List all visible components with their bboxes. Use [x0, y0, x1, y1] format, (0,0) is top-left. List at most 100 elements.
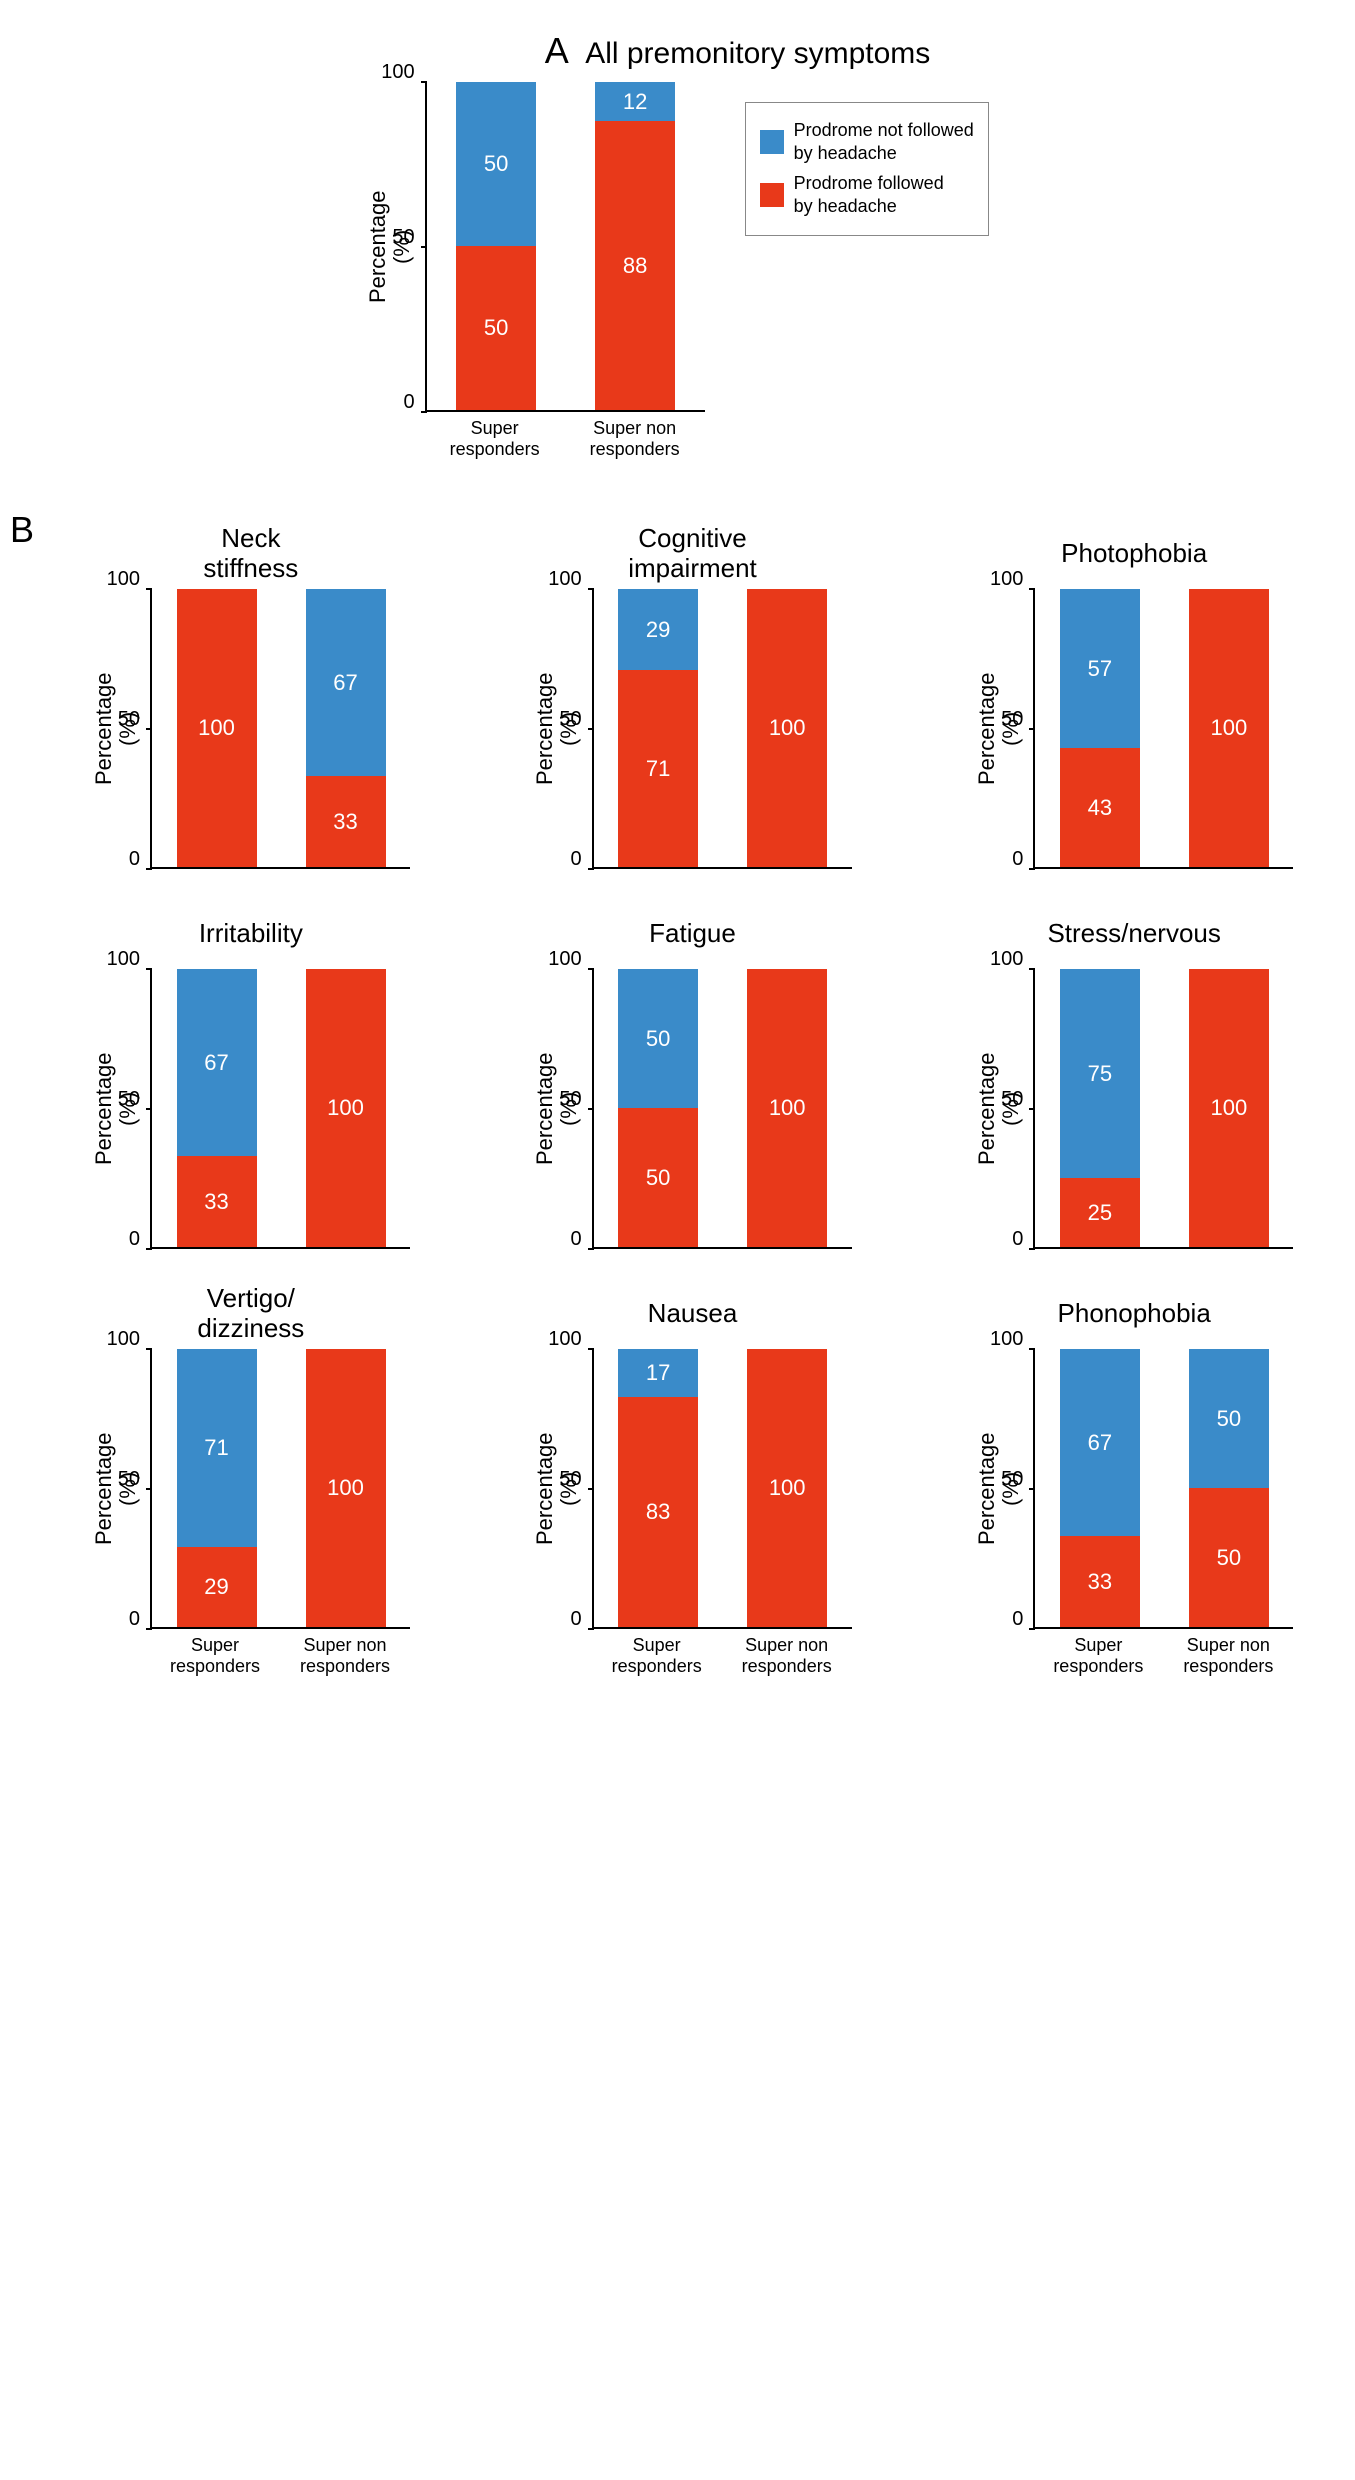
bar: 3367	[306, 589, 386, 867]
segment-red: 33	[306, 776, 386, 868]
bar: 100	[306, 1349, 386, 1627]
segment-red: 43	[1060, 748, 1140, 868]
bar: 3367	[177, 969, 257, 1247]
chart: NeckstiffnessPercentage(%)1005001003367	[50, 519, 452, 869]
plot: 7129 100	[592, 589, 852, 869]
segment-blue: 75	[1060, 969, 1140, 1178]
plot-column: 2971 100 Superresponders Super nonresponder…	[150, 1349, 410, 1676]
chart-title: Irritability	[199, 899, 303, 969]
chart-title: Vertigo/dizziness	[197, 1279, 304, 1349]
bar: 100	[1189, 969, 1269, 1247]
chart-area: Percentage(%)1005005050100	[533, 969, 851, 1249]
chart-area: Percentage(%)1005002971100Superresponder…	[92, 1349, 410, 1676]
chart-area: Percentage(%)1005004357100	[975, 589, 1293, 869]
segment-red: 100	[747, 1349, 827, 1627]
segment-red: 83	[618, 1397, 698, 1628]
chart-area: Percentage(%)1005002575100	[975, 969, 1293, 1249]
bar: 100	[747, 1349, 827, 1627]
segment-blue: 67	[177, 969, 257, 1155]
segment-blue: 71	[177, 1349, 257, 1546]
segment-red: 100	[306, 969, 386, 1247]
bar: 100	[1189, 589, 1269, 867]
chart: IrritabilityPercentage(%)1005003367100	[50, 899, 452, 1249]
chart: PhonophobiaPercentage(%)10050033675050Su…	[933, 1279, 1335, 1676]
legend-swatch	[760, 130, 784, 154]
segment-red: 33	[1060, 1536, 1140, 1628]
segment-red: 100	[177, 589, 257, 867]
x-labels: Superresponders Super nonresponders	[150, 1635, 410, 1676]
panel-a: A All premonitory symptoms Percentage(%)…	[20, 30, 1335, 459]
panel-b-grid: NeckstiffnessPercentage(%)1005001003367C…	[50, 519, 1335, 1676]
segment-red: 100	[747, 969, 827, 1247]
segment-red: 29	[177, 1547, 257, 1628]
bar: 2575	[1060, 969, 1140, 1247]
segment-red: 50	[1189, 1488, 1269, 1627]
segment-blue: 67	[306, 589, 386, 775]
x-label: Superresponders	[607, 1635, 707, 1676]
plot-column: 5050 100	[592, 969, 852, 1249]
chart-area: Percentage(%)1005001003367	[92, 589, 410, 869]
plot: 5050 100	[592, 969, 852, 1249]
segment-red: 25	[1060, 1178, 1140, 1248]
plot-column: 4357 100	[1033, 589, 1293, 869]
legend: Prodrome not followedby headache Prodrome…	[745, 102, 989, 236]
x-labels: Superresponders Super nonresponders	[592, 1635, 852, 1676]
bar: 100	[177, 589, 257, 867]
x-label: Super nonresponders	[295, 1635, 395, 1676]
x-label: Super nonresponders	[1178, 1635, 1278, 1676]
chart-title: Neckstiffness	[203, 519, 298, 589]
x-labels: Superresponders Super nonresponders	[425, 418, 705, 459]
chart: CognitiveimpairmentPercentage(%)10050071…	[492, 519, 894, 869]
bar: 100	[306, 969, 386, 1247]
plot: 100 3367	[150, 589, 410, 869]
segment-blue: 50	[618, 969, 698, 1108]
plot-column: 8317 100 Superresponders Super nonresponder…	[592, 1349, 852, 1676]
panel-a-label: A	[545, 30, 569, 72]
chart: Percentage(%)10050050508812Superresponde…	[366, 82, 704, 459]
segment-blue: 17	[618, 1349, 698, 1396]
chart-title: Phonophobia	[1058, 1279, 1211, 1349]
chart-title: Cognitiveimpairment	[628, 519, 757, 589]
legend-label: Prodrome not followedby headache	[794, 119, 974, 166]
chart: Stress/nervousPercentage(%)1005002575100	[933, 899, 1335, 1249]
plot-column: 3367 100	[150, 969, 410, 1249]
x-label: Superresponders	[445, 418, 545, 459]
segment-red: 50	[618, 1108, 698, 1247]
legend-item: Prodrome not followedby headache	[760, 119, 974, 166]
segment-blue: 57	[1060, 589, 1140, 747]
chart-title: Nausea	[648, 1279, 738, 1349]
bar: 2971	[177, 1349, 257, 1627]
segment-red: 71	[618, 670, 698, 867]
panel-a-chart: Percentage(%)10050050508812Superresponde…	[366, 82, 704, 459]
bar: 100	[747, 969, 827, 1247]
chart-area: Percentage(%)1005007129100	[533, 589, 851, 869]
panel-a-title: All premonitory symptoms	[585, 37, 930, 70]
chart: PhotophobiaPercentage(%)1005004357100	[933, 519, 1335, 869]
x-label: Super nonresponders	[737, 1635, 837, 1676]
bar: 5050	[618, 969, 698, 1247]
bar: 4357	[1060, 589, 1140, 867]
legend-label: Prodrome followedby headache	[794, 172, 944, 219]
segment-red: 33	[177, 1156, 257, 1248]
plot-column: 50508812SuperrespondersSuper nonresponde…	[425, 82, 705, 459]
plot: 33675050	[1033, 1349, 1293, 1629]
x-label: Super nonresponders	[585, 418, 685, 459]
plot-column: 7129 100	[592, 589, 852, 869]
legend-item: Prodrome followedby headache	[760, 172, 974, 219]
plot: 4357 100	[1033, 589, 1293, 869]
segment-red: 100	[747, 589, 827, 867]
chart-title: Photophobia	[1061, 519, 1207, 589]
bar: 7129	[618, 589, 698, 867]
segment-red: 50	[456, 246, 536, 410]
segment-red: 88	[595, 121, 675, 410]
segment-blue: 12	[595, 82, 675, 121]
x-label: Superresponders	[165, 1635, 265, 1676]
segment-red: 100	[1189, 969, 1269, 1247]
legend-swatch	[760, 183, 784, 207]
chart: NauseaPercentage(%)1005008317100Superres…	[492, 1279, 894, 1676]
bar: 8317	[618, 1349, 698, 1627]
panel-b: B NeckstiffnessPercentage(%)100500100336…	[20, 519, 1335, 1676]
chart: Vertigo/dizzinessPercentage(%)1005002971…	[50, 1279, 452, 1676]
plot-column: 33675050SuperrespondersSuper nonresponde…	[1033, 1349, 1293, 1676]
plot-column: 100 3367	[150, 589, 410, 869]
